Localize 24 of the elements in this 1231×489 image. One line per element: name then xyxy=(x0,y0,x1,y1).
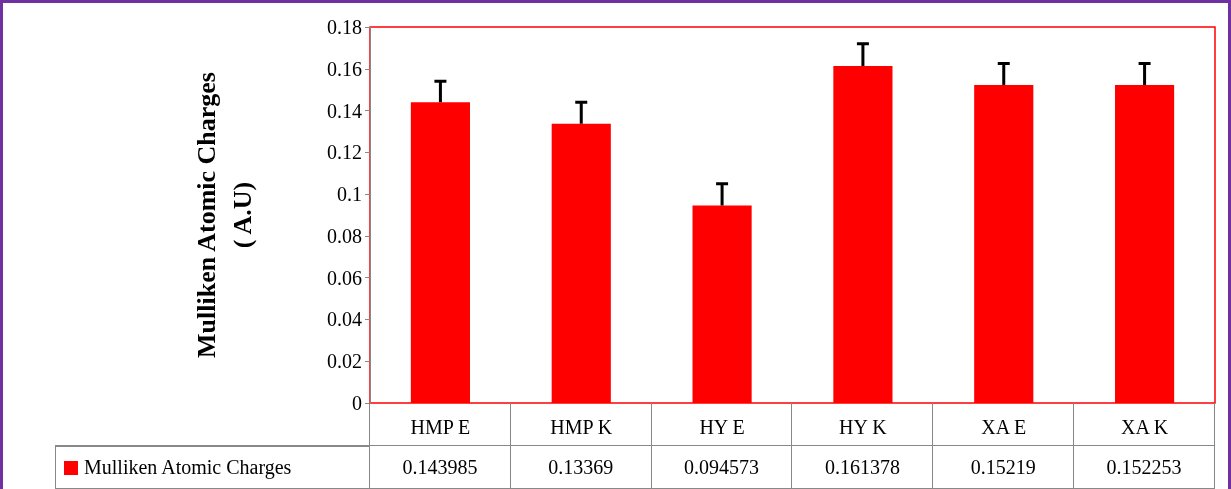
x-tick-label: HY E xyxy=(699,416,745,438)
y-axis-title: Mulliken Atomic Charges ( A.U) xyxy=(191,72,257,358)
y-tick-label: 0.02 xyxy=(327,350,362,373)
y-tick-label: 0 xyxy=(352,392,362,414)
y-tick-label: 0.04 xyxy=(327,308,362,331)
data-label: 0.094573 xyxy=(651,446,793,489)
legend-label: Mulliken Atomic Charges xyxy=(84,456,292,479)
y-tick-label: 0.12 xyxy=(327,141,362,164)
y-tick-label: 0.08 xyxy=(327,224,362,247)
y-tick-label: 0.1 xyxy=(337,183,362,206)
x-tick-label: HMP K xyxy=(550,416,613,438)
y-tick-label: 0.16 xyxy=(327,57,362,80)
y-tick-label: 0.18 xyxy=(327,16,362,38)
x-tick-label: HMP E xyxy=(410,416,471,438)
data-label: 0.152253 xyxy=(1074,446,1215,489)
y-tick-label: 0.06 xyxy=(327,266,362,289)
data-label: 0.161378 xyxy=(792,446,934,489)
x-tick-label: XA K xyxy=(1120,416,1169,438)
data-label: 0.13369 xyxy=(510,446,652,489)
x-tick-label: HY K xyxy=(839,416,888,438)
x-tick-label: XA E xyxy=(981,416,1027,438)
y-tick-label: 0.14 xyxy=(327,99,362,122)
data-label: 0.15219 xyxy=(933,446,1075,489)
data-label: 0.143985 xyxy=(370,446,511,489)
